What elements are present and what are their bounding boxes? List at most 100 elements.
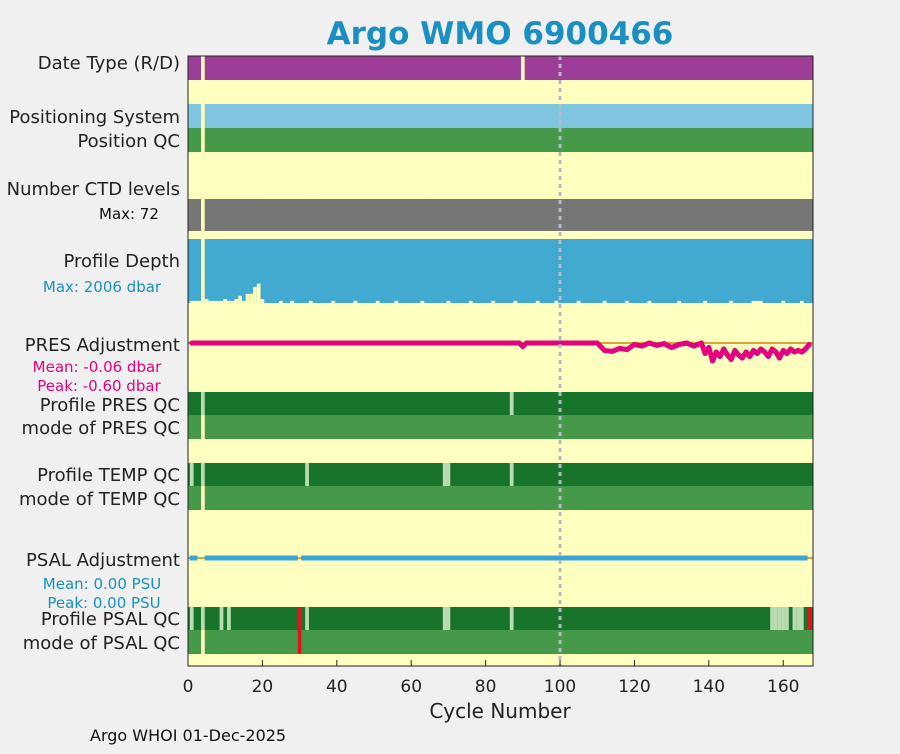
profile-psal-qc-label: Profile PSAL QC: [41, 609, 180, 630]
profile-depth-bar-124: [647, 300, 652, 304]
profile-psal-qc-good-cycle-1: [189, 607, 194, 630]
positioning-system-band: [188, 104, 813, 128]
profile-depth-bar-20: [260, 298, 265, 304]
pres-adjustment-point-147: [732, 348, 738, 353]
ctd-levels-bar-18: [253, 195, 257, 198]
ctd-levels-bar-2: [193, 195, 198, 197]
profile-depth-bar-88: [513, 300, 518, 304]
pres-adjustment-point-152: [750, 348, 756, 353]
profile-psal-qc-good-cycle-165: [799, 607, 804, 630]
profile-depth-bar-139: [703, 300, 707, 304]
profile-temp-qc-good-cycle-69: [442, 463, 447, 486]
pres-adjustment-point-156: [765, 354, 771, 359]
pres-adjustment-label: PRES Adjustment: [25, 335, 180, 356]
profile-depth-bar-63: [420, 300, 425, 304]
pres-adjustment-point-151: [747, 354, 753, 359]
ctd-levels-bar-11: [227, 195, 231, 197]
profile-depth-bar-82: [491, 300, 495, 304]
pres-adjustment-point-159: [777, 355, 783, 361]
mode-psal-qc-gap-4: [201, 630, 205, 654]
ctd-levels-bar-1: [189, 195, 194, 197]
profile-pres-qc-band: [188, 392, 813, 415]
position-qc-gap-4: [201, 128, 205, 152]
x-tick-label-0: 0: [183, 677, 194, 697]
profile-depth-bar-160: [781, 300, 786, 304]
profile-psal-qc-good-cycle-69: [442, 607, 447, 630]
pres-adjustment-point-130: [669, 345, 675, 350]
profile-depth-bar-105: [576, 300, 581, 304]
pres-adjustment-point-89: [516, 340, 522, 346]
profile-pres-qc-good-cycle-87: [509, 392, 514, 415]
plot-background: [188, 56, 813, 666]
ctd-levels-bar-64: [424, 195, 428, 197]
profile-depth-bar-39: [331, 300, 335, 304]
profile-depth-bar-10: [223, 298, 228, 304]
profile-depth-bar-154: [759, 300, 763, 304]
profile-psal-qc-good-cycle-158: [773, 607, 778, 630]
ctd-levels-bar-5: [204, 195, 209, 198]
ctd-levels-gap-4: [201, 195, 205, 231]
ctd-levels-bar-20: [260, 195, 265, 197]
ctd-levels-bar-33: [308, 195, 313, 197]
mode-pres-qc-gap-4: [201, 415, 205, 439]
pres-adjustment-point-139: [702, 351, 708, 356]
profile-psal-qc-good-cycle-70: [446, 607, 451, 630]
pres-adjustment-point-145: [724, 352, 730, 358]
profile-depth-bar-132: [677, 300, 681, 304]
profile-depth-bar-15: [241, 300, 246, 304]
ctd-levels-max-label: Max: 72: [99, 205, 159, 223]
profile-pres-qc-good-cycle-4: [201, 392, 205, 415]
profile-depth-bar-8: [215, 300, 220, 304]
profile-psal-qc-good-cycle-4: [201, 607, 205, 630]
profile-psal-qc-good-cycle-163: [792, 607, 797, 630]
position-qc-band: [188, 128, 813, 152]
mode-temp-qc-label: mode of TEMP QC: [19, 489, 180, 510]
profile-temp-qc-good-cycle-1: [189, 463, 194, 486]
profile-depth-band: [188, 239, 813, 303]
pres-adjustment-point-157: [769, 346, 775, 352]
psal-adjustment-mean-label: Mean: 0.00 PSU: [43, 575, 161, 593]
pres-adjustment-mean-label: Mean: -0.06 dbar: [33, 358, 163, 376]
profile-depth-bar-1: [189, 300, 194, 304]
ctd-levels-bar-17: [249, 195, 254, 197]
profile-depth-bar-25: [279, 300, 283, 304]
pres-adjustment-point-1: [189, 340, 195, 346]
pres-adjustment-point-162: [788, 346, 794, 352]
ctd-levels-bar-3: [197, 195, 202, 197]
profile-depth-bar-99: [554, 300, 559, 304]
pres-adjustment-point-114: [609, 348, 615, 354]
profile-psal-qc-good-cycle-87: [509, 607, 514, 630]
x-tick-label-20: 20: [252, 677, 274, 697]
pres-adjustment-point-134: [684, 340, 690, 346]
positioning-system-label: Positioning System: [9, 107, 180, 128]
position-qc-label: Position QC: [77, 131, 180, 152]
date-type-label: Date Type (R/D): [38, 53, 180, 74]
mode-psal-qc-label: mode of PSAL QC: [23, 633, 180, 654]
profile-depth-bar-33: [308, 300, 313, 304]
ctd-levels-bar-19: [256, 195, 261, 198]
date-type-gap-4: [201, 56, 205, 80]
plot-frame: [187, 55, 814, 667]
profile-depth-bar-13: [234, 298, 239, 304]
footer-text: Argo WHOI 01-Dec-2025: [90, 726, 286, 745]
profile-depth-bar-16: [245, 293, 250, 304]
ctd-levels-bar-13: [234, 195, 239, 197]
profile-psal-qc-good-cycle-159: [777, 607, 782, 630]
mode-psal-qc-band: [188, 630, 813, 654]
profile-depth-bar-6: [208, 300, 213, 304]
pres-adjustment-point-149: [739, 355, 745, 361]
profile-depth-bar-45: [353, 300, 358, 304]
profile-psal-qc-good-cycle-157: [770, 607, 774, 630]
profile-depth-gap-4: [201, 239, 205, 303]
pres-adjustment-point-90: [520, 344, 526, 350]
psal-adjustment-peak-label: Peak: 0.00 PSU: [47, 594, 160, 612]
pres-adjustment-point-112: [602, 348, 608, 353]
pres-adjustment-point-153: [754, 351, 760, 356]
profile-depth-bar-112: [602, 300, 607, 304]
profile-depth-label: Profile Depth: [63, 251, 180, 272]
profile-depth-bar-56: [394, 300, 399, 304]
profile-depth-bar-51: [375, 300, 380, 304]
profile-depth-bar-5: [204, 298, 209, 304]
